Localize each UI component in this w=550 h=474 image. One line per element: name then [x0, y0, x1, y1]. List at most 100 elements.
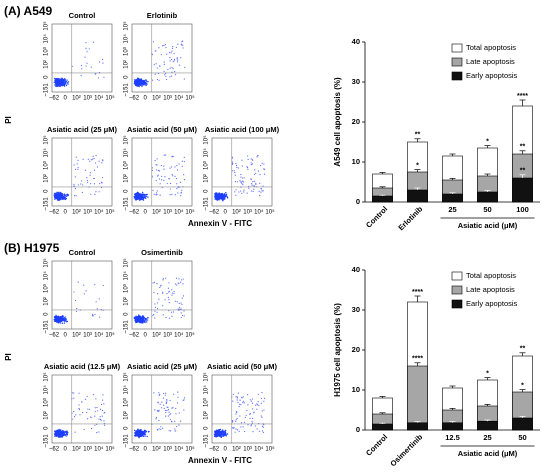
event-dot [167, 409, 170, 411]
event-dot [241, 180, 244, 182]
event-dot [95, 191, 97, 193]
event-dot [100, 419, 102, 421]
flow-y-tick: −151 [204, 197, 210, 211]
flow-x-tick: 10² [152, 447, 161, 453]
event-dot [75, 195, 77, 197]
event-dot [54, 198, 56, 200]
event-dot [138, 83, 140, 85]
event-dot [143, 81, 146, 83]
event-dot [100, 186, 103, 189]
legend-label: Early apoptosis [466, 299, 518, 308]
event-dot [64, 196, 66, 199]
event-dot [92, 41, 95, 43]
event-dot [166, 182, 168, 185]
flow-x-tick: 10⁴ [254, 209, 264, 216]
flow-x-tick: 10³ [83, 447, 92, 453]
event-dot [147, 196, 149, 198]
flow-x-tick: 10⁵ [265, 446, 275, 453]
event-dot [135, 435, 137, 437]
plot-frame [131, 260, 193, 330]
event-dot [135, 82, 137, 84]
event-dot [67, 81, 70, 83]
flow-y-tick: 10² [124, 411, 130, 420]
event-dot [175, 177, 178, 180]
event-dot [158, 79, 160, 81]
event-dot [139, 432, 142, 435]
event-dot [170, 430, 172, 432]
y-tick-label: 20 [352, 117, 360, 126]
event-dot [242, 396, 244, 398]
event-dot [170, 166, 173, 168]
event-dot [98, 191, 100, 193]
event-dot [86, 179, 89, 182]
flow-x-tick: −62 [129, 333, 140, 339]
event-dot [135, 433, 137, 435]
event-dot [166, 409, 168, 412]
event-dot [98, 418, 100, 420]
event-dot [246, 192, 248, 194]
event-dot [258, 190, 260, 193]
event-dot [165, 392, 167, 394]
event-dot [162, 292, 164, 294]
event-dot [260, 188, 262, 190]
event-dot [102, 160, 104, 162]
event-dot [56, 79, 58, 81]
event-dot [169, 194, 171, 196]
bar [512, 417, 533, 431]
event-dot [139, 80, 142, 82]
event-dot [169, 399, 171, 402]
event-dot [101, 415, 103, 417]
event-dot [223, 195, 225, 197]
event-dot [179, 181, 182, 183]
event-dot [162, 278, 165, 280]
event-dot [75, 168, 77, 170]
event-dot [93, 157, 95, 160]
event-dot [84, 398, 87, 401]
event-dot [97, 77, 100, 79]
event-dot [164, 299, 166, 301]
event-dot [170, 75, 173, 77]
event-dot [183, 156, 185, 159]
event-dot [177, 282, 179, 284]
event-dot [257, 393, 259, 396]
event-dot [231, 427, 234, 429]
legend-swatch [451, 71, 463, 81]
flow-x-tick: −62 [129, 96, 140, 102]
event-dot [153, 392, 155, 394]
event-dot [159, 183, 161, 185]
flow-x-tick: −62 [129, 447, 140, 453]
event-dot [137, 316, 139, 318]
event-dot [163, 44, 165, 47]
event-dot [59, 194, 61, 196]
event-dot [162, 314, 164, 316]
event-dot [164, 74, 166, 76]
event-dot [60, 195, 62, 198]
event-dot [180, 43, 182, 45]
event-dot [219, 428, 222, 431]
event-dot [158, 47, 160, 49]
event-dot [169, 178, 171, 180]
event-dot [151, 167, 154, 169]
event-dot [83, 293, 85, 295]
event-dot [63, 193, 66, 195]
event-dot [61, 84, 64, 87]
y-axis-label: PI [4, 353, 13, 361]
event-dot [54, 81, 57, 83]
event-dot [148, 430, 150, 433]
event-dot [264, 168, 266, 170]
event-dot [177, 308, 179, 310]
event-dot [135, 430, 137, 433]
event-dot [138, 320, 140, 322]
event-dot [151, 54, 153, 56]
event-dot [57, 431, 60, 433]
event-dot [236, 181, 239, 183]
event-dot [214, 433, 217, 435]
event-dot [80, 64, 83, 67]
event-dot [138, 436, 140, 439]
event-dot [86, 177, 88, 179]
event-dot [90, 427, 93, 430]
event-dot [172, 47, 174, 50]
event-dot [179, 281, 182, 283]
event-dot [56, 432, 58, 434]
event-dot [98, 431, 100, 433]
